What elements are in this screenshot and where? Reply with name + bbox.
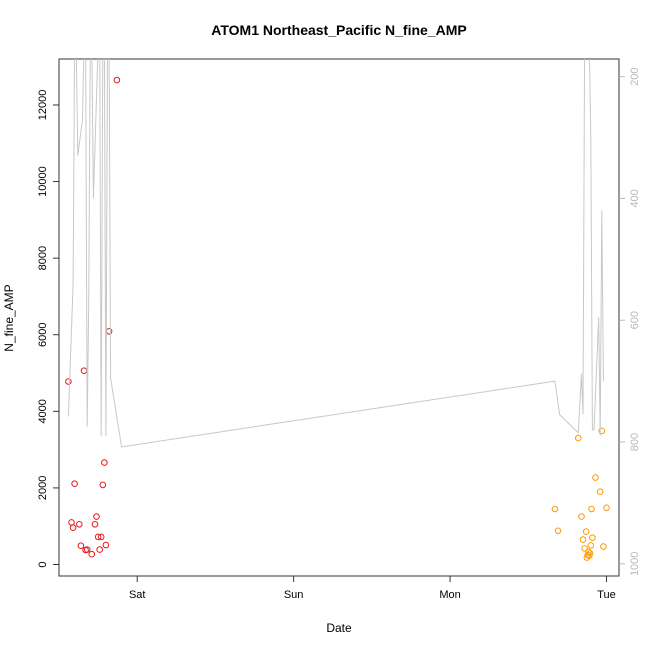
y-tick-label: 2000 [37, 476, 49, 500]
y2-tick-label: 1000 [629, 552, 641, 576]
data-point [91, 521, 99, 528]
data-point [598, 427, 606, 435]
data-point [579, 536, 587, 543]
y-tick-label: 4000 [37, 399, 49, 423]
y2-tick-label: 600 [629, 311, 641, 329]
data-point [585, 548, 592, 556]
depth-line [67, 59, 604, 448]
data-point [603, 504, 610, 512]
x-axis: Sat Sun Mon Tue [129, 576, 616, 601]
y-axis-right: 200 400 600 800 1000 [619, 67, 641, 576]
y-axis-label: N_fine_AMP [2, 284, 16, 351]
y-tick-label: 10000 [37, 166, 49, 197]
y-tick-label: 8000 [37, 246, 49, 270]
data-point [101, 459, 108, 466]
data-point [88, 550, 96, 558]
data-point [96, 546, 103, 553]
chart-title: ATOM1 Northeast_Pacific N_fine_AMP [211, 22, 466, 38]
x-axis-label: Date [326, 621, 352, 635]
data-point [596, 488, 604, 496]
data-point [588, 505, 595, 513]
data-point [69, 524, 77, 532]
data-point [592, 474, 599, 481]
data-point [68, 519, 75, 526]
y2-tick-label: 800 [629, 433, 641, 451]
data-point [102, 541, 110, 549]
x-tick-label: Tue [597, 589, 616, 601]
plot-frame [58, 58, 620, 577]
data-point [113, 76, 121, 84]
data-point [575, 434, 582, 442]
data-point [587, 542, 595, 549]
data-point [83, 546, 91, 553]
data-point [77, 542, 85, 550]
data-point [93, 513, 100, 520]
data-point [581, 545, 588, 552]
data-point [586, 550, 594, 557]
y2-tick-label: 400 [629, 189, 641, 207]
data-point [600, 543, 607, 550]
data-point [551, 505, 559, 513]
y2-tick-label: 200 [629, 67, 641, 85]
data-point [589, 534, 596, 542]
x-tick-label: Sun [284, 589, 304, 601]
data-point [97, 533, 105, 541]
y-tick-label: 12000 [37, 90, 49, 121]
data-point [76, 521, 83, 528]
y-axis-left: 0 2000 4000 6000 8000 10000 12000 [37, 90, 59, 568]
y-tick-label: 0 [37, 561, 49, 567]
series-layer [65, 59, 610, 561]
data-point [65, 378, 72, 385]
data-point [94, 533, 102, 541]
data-point [99, 481, 107, 489]
data-point [105, 328, 113, 335]
x-tick-label: Mon [439, 589, 460, 601]
data-point [554, 527, 562, 535]
data-point [80, 367, 88, 375]
x-tick-label: Sat [129, 589, 146, 601]
y-tick-label: 6000 [37, 322, 49, 346]
data-point [578, 513, 585, 520]
data-point [582, 528, 590, 535]
data-point [71, 480, 78, 488]
